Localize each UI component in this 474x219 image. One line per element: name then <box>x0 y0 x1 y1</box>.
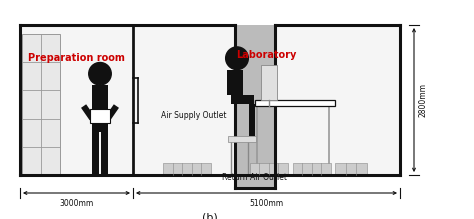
Circle shape <box>226 47 248 70</box>
Text: Return Air Outlet: Return Air Outlet <box>222 173 288 182</box>
Bar <box>228 136 256 142</box>
Bar <box>255 100 335 106</box>
Text: 3000mm: 3000mm <box>59 199 94 208</box>
Bar <box>227 70 244 95</box>
Bar <box>101 132 108 175</box>
Bar <box>230 95 254 104</box>
Text: 5100mm: 5100mm <box>249 199 283 208</box>
Bar <box>92 132 99 175</box>
Bar <box>235 25 275 188</box>
Bar <box>163 163 211 175</box>
Text: Air Supply Outlet: Air Supply Outlet <box>161 111 227 120</box>
Bar <box>261 65 277 100</box>
Bar <box>249 104 255 136</box>
Text: (b): (b) <box>202 213 218 219</box>
Text: Preparation room: Preparation room <box>28 53 125 63</box>
Text: 2800mm: 2800mm <box>419 83 428 117</box>
Bar <box>22 34 60 175</box>
Bar <box>335 163 367 175</box>
Bar <box>20 25 400 175</box>
Bar <box>92 85 108 132</box>
Text: Laboratory: Laboratory <box>237 50 297 60</box>
Bar <box>250 163 288 175</box>
Bar <box>293 163 331 175</box>
Bar <box>91 109 109 123</box>
Circle shape <box>89 62 111 85</box>
